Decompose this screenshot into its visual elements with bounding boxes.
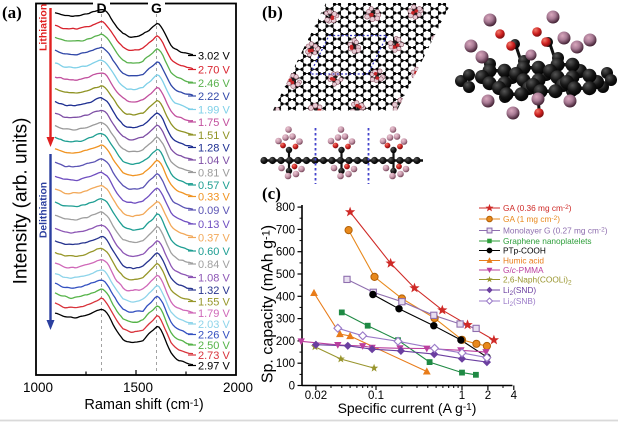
svg-text:1.99 V: 1.99 V xyxy=(198,105,230,117)
svg-text:Monolayer G (0.27 mg cm-2): Monolayer G (0.27 mg cm-2) xyxy=(503,226,608,236)
svg-text:G: G xyxy=(151,0,162,16)
svg-text:Li2(SNB): Li2(SNB) xyxy=(503,296,536,308)
svg-text:1.79 V: 1.79 V xyxy=(198,308,230,320)
svg-text:600: 600 xyxy=(276,247,295,259)
svg-text:Delithiation: Delithiation xyxy=(39,182,50,238)
svg-text:Raman shift (cm-1): Raman shift (cm-1) xyxy=(84,397,203,413)
svg-text:Lithiation: Lithiation xyxy=(38,4,50,51)
svg-text:1000: 1000 xyxy=(23,380,53,395)
svg-text:Graphene nanoplatelets: Graphene nanoplatelets xyxy=(503,236,592,246)
svg-text:2000: 2000 xyxy=(223,380,253,395)
svg-text:G/c-PMMA: G/c-PMMA xyxy=(503,265,544,275)
svg-text:0.09 V: 0.09 V xyxy=(198,205,230,217)
svg-text:(a): (a) xyxy=(2,3,22,22)
svg-text:700: 700 xyxy=(276,224,295,236)
svg-text:100: 100 xyxy=(276,358,295,370)
svg-text:0.60 V: 0.60 V xyxy=(198,246,230,258)
svg-text:400: 400 xyxy=(276,291,295,303)
svg-text:Li2(SND): Li2(SND) xyxy=(503,285,536,297)
svg-text:Specific current (A g-1): Specific current (A g-1) xyxy=(338,400,477,416)
svg-text:2.22 V: 2.22 V xyxy=(198,91,230,103)
svg-text:0.84 V: 0.84 V xyxy=(198,259,230,271)
svg-text:4: 4 xyxy=(511,390,518,402)
svg-text:2.97 V: 2.97 V xyxy=(198,361,230,373)
svg-text:800: 800 xyxy=(276,202,295,214)
svg-text:2: 2 xyxy=(485,390,491,402)
svg-text:1.04 V: 1.04 V xyxy=(198,155,230,167)
svg-text:3.02 V: 3.02 V xyxy=(198,51,230,63)
svg-text:(b): (b) xyxy=(262,3,283,22)
svg-text:0.13 V: 0.13 V xyxy=(198,219,230,231)
svg-text:0: 0 xyxy=(289,381,295,393)
svg-text:1.32 V: 1.32 V xyxy=(198,285,230,297)
svg-text:Humic acid: Humic acid xyxy=(503,256,544,266)
svg-text:0.81 V: 0.81 V xyxy=(198,168,230,180)
svg-text:1500: 1500 xyxy=(123,380,153,395)
svg-text:300: 300 xyxy=(276,314,295,326)
svg-text:0.57 V: 0.57 V xyxy=(198,180,230,192)
svg-text:GA (1 mg cm-2): GA (1 mg cm-2) xyxy=(503,214,560,224)
svg-text:2.03 V: 2.03 V xyxy=(198,319,230,331)
svg-text:200: 200 xyxy=(276,336,295,348)
svg-text:0.1: 0.1 xyxy=(368,390,384,402)
svg-text:0.37 V: 0.37 V xyxy=(198,233,230,245)
svg-text:PTp-COOH: PTp-COOH xyxy=(503,246,546,256)
svg-text:(c): (c) xyxy=(262,184,281,203)
svg-text:GA (0.36 mg cm-2): GA (0.36 mg cm-2) xyxy=(503,203,572,213)
svg-text:Sp. capacity (mAh g-1): Sp. capacity (mAh g-1) xyxy=(260,225,277,383)
svg-text:Intensity (arb. units): Intensity (arb. units) xyxy=(11,118,32,285)
svg-text:1.55 V: 1.55 V xyxy=(198,297,230,309)
svg-text:2,6-Naph(COOLi)2: 2,6-Naph(COOLi)2 xyxy=(503,275,572,287)
svg-text:2.70 V: 2.70 V xyxy=(198,65,230,77)
svg-text:2.73 V: 2.73 V xyxy=(198,350,230,362)
svg-text:1.08 V: 1.08 V xyxy=(198,273,230,285)
svg-text:500: 500 xyxy=(276,269,295,281)
svg-text:2.50 V: 2.50 V xyxy=(198,340,230,352)
svg-text:2.26 V: 2.26 V xyxy=(198,330,230,342)
svg-text:1.28 V: 1.28 V xyxy=(198,143,230,155)
svg-text:D: D xyxy=(96,0,106,16)
svg-text:0.02: 0.02 xyxy=(305,390,327,402)
svg-text:1.75 V: 1.75 V xyxy=(198,117,230,129)
svg-text:0.33 V: 0.33 V xyxy=(198,192,230,204)
svg-text:1.51 V: 1.51 V xyxy=(198,130,230,142)
svg-text:1: 1 xyxy=(459,390,465,402)
svg-text:2.46 V: 2.46 V xyxy=(198,78,230,90)
